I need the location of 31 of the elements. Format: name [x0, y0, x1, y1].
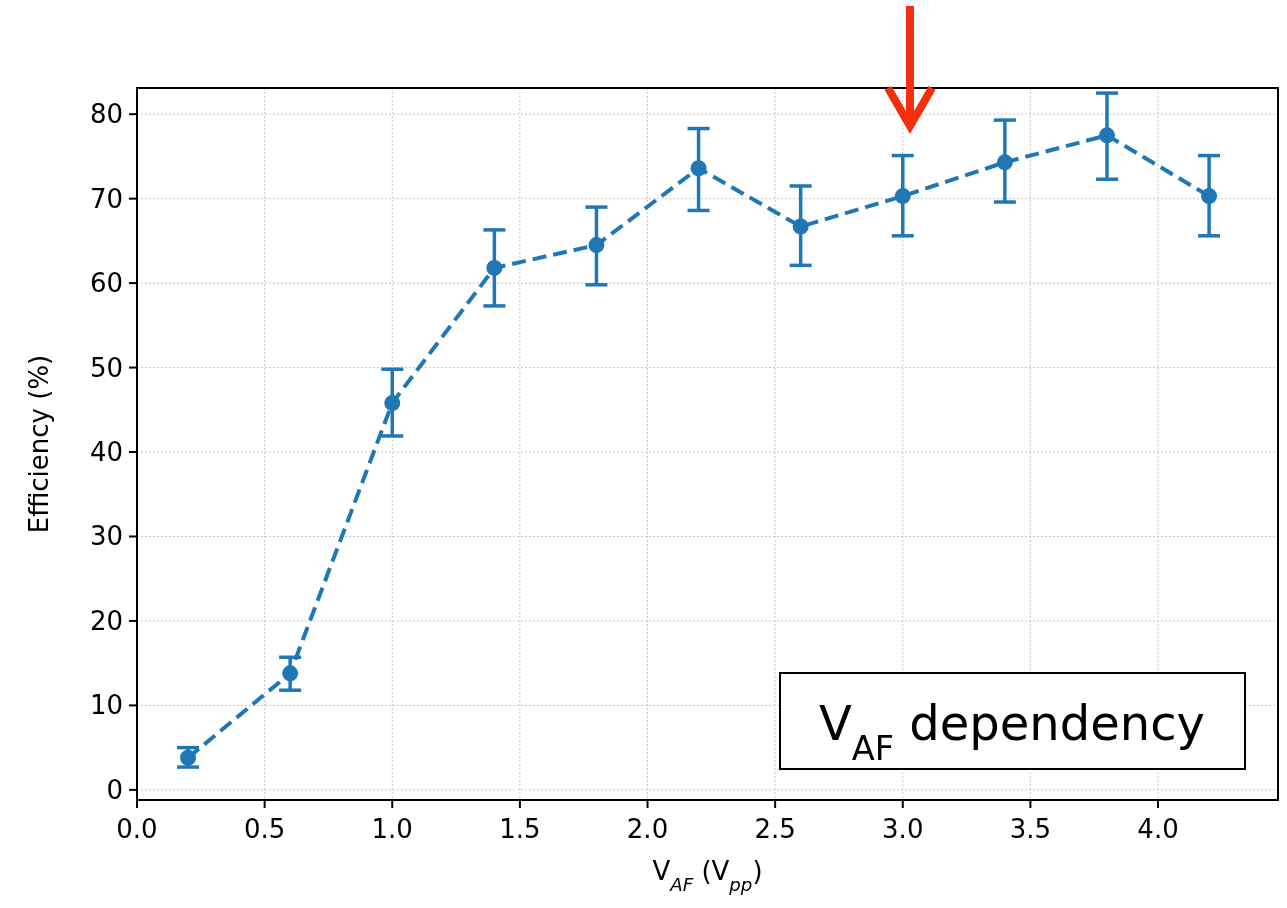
x-axis-title: V$_{AF}$ (V$_{pp}$) [652, 856, 763, 895]
y-tick-label: 60 [89, 268, 123, 299]
x-tick-label: 0.5 [243, 814, 286, 844]
annotation: V$_{AF}$ dependency [818, 695, 1206, 768]
point [894, 188, 911, 205]
point [486, 259, 503, 276]
y-tick-label: 10 [89, 690, 123, 721]
x-tick-label: 3.0 [882, 814, 924, 844]
point [384, 395, 401, 412]
x-tick-label: 4.0 [1137, 814, 1179, 844]
x-tick-label: 3.5 [1009, 814, 1052, 844]
x-tick-label: 2.5 [754, 814, 796, 844]
y-tick-label: 50 [89, 352, 123, 383]
x-tick-label: 0.0 [116, 814, 158, 844]
x-tick-label: 1.0 [371, 814, 413, 844]
y-axis-title: Efficiency (%) [24, 354, 54, 534]
point [1201, 188, 1218, 205]
x-tick-label: 1.5 [499, 814, 541, 844]
y-tick-label: 20 [89, 605, 123, 636]
point [1098, 127, 1115, 144]
point [588, 237, 605, 254]
x-tick-label: 2.0 [626, 814, 669, 844]
y-tick-label: 40 [89, 437, 123, 468]
point [690, 160, 707, 177]
point [996, 154, 1013, 171]
y-tick-label: 70 [89, 183, 123, 214]
point [282, 665, 299, 682]
y-tick-label: 80 [89, 99, 123, 130]
point [792, 218, 809, 235]
y-tick-label: 0 [106, 774, 123, 805]
y-tick-label: 30 [89, 521, 123, 552]
